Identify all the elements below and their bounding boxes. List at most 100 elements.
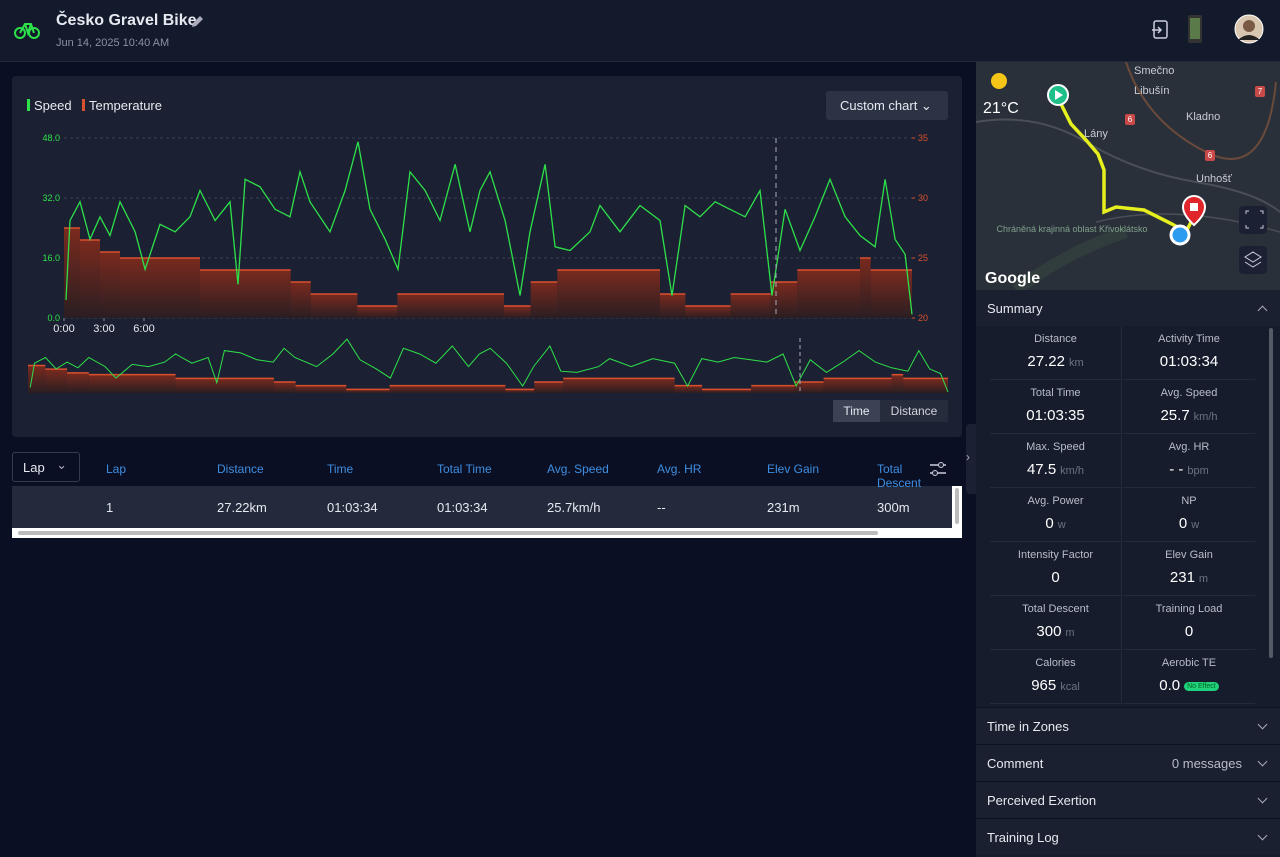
temperature-step [67, 373, 89, 393]
device-icon[interactable] [1186, 14, 1204, 44]
summary-value: 0 [1185, 623, 1193, 640]
summary-item: Aerobic TE0.0No Effect [1123, 650, 1255, 704]
section-header[interactable]: Perceived Exertion [976, 781, 1280, 818]
summary-label: Aerobic TE [1123, 657, 1255, 669]
summary-value: 47.5 [1027, 461, 1056, 478]
summary-item: NP0w [1123, 488, 1255, 542]
temperature-step [557, 270, 660, 318]
cell: 231m [767, 500, 800, 515]
column-settings[interactable] [928, 460, 948, 478]
summary-badge: No Effect [1184, 682, 1219, 691]
summary-unit: m [1199, 573, 1208, 585]
chevron [1258, 757, 1268, 767]
cell: 300m [877, 500, 910, 515]
legend-label: Temperature [89, 98, 162, 113]
temperature-step [436, 386, 505, 393]
activity-date: Jun 14, 2025 10:40 AM [56, 37, 169, 49]
summary-unit: km/h [1060, 465, 1084, 477]
cell: 27.22km [217, 500, 267, 515]
map-label: Libušín [1134, 85, 1169, 97]
temperature-step [200, 270, 291, 318]
summary-item: Avg. HR- -bpm [1123, 434, 1255, 488]
summary-label: Elev Gain [1123, 549, 1255, 561]
road-number: 7 [1258, 87, 1263, 96]
map-provider: Google [985, 270, 1040, 287]
summary-label: Training Load [1123, 603, 1255, 615]
summary-item: Activity Time01:03:34 [1123, 326, 1255, 380]
export-icon[interactable] [1150, 18, 1172, 42]
summary-value-row: 25.7km/h [1123, 407, 1255, 424]
column-header: Elev Gain [767, 462, 819, 476]
y2-tick-label: 20 [918, 313, 928, 323]
cell: 01:03:34 [327, 500, 378, 515]
y2-tick-label: 25 [918, 253, 928, 263]
v-scrollbar [952, 486, 962, 528]
summary-value-row: 27.22km [990, 353, 1121, 370]
road-number: 6 [1128, 115, 1133, 124]
summary-value: 965 [1031, 677, 1056, 694]
summary-label: Avg. Power [990, 495, 1121, 507]
x-tick-label: 3:00 [93, 323, 114, 335]
summary-item: Total Time01:03:35 [990, 380, 1122, 434]
temperature-step [45, 369, 67, 393]
y-tick-label: 48.0 [42, 133, 60, 143]
temperature-step [274, 382, 296, 393]
column-header: Distance [217, 462, 264, 476]
section-header[interactable]: Time in Zones [976, 707, 1280, 744]
temperature-step [675, 386, 702, 393]
temperature-step [89, 375, 176, 393]
temperature-step [871, 270, 912, 318]
temperature-step [357, 306, 397, 318]
section-header[interactable]: Comment0 messages [976, 744, 1280, 781]
summary-item: Avg. Speed25.7km/h [1123, 380, 1255, 434]
summary-item: Calories965kcal [990, 650, 1122, 704]
section-title: Training Log [987, 830, 1059, 845]
avatar[interactable] [1234, 14, 1264, 44]
column-header: Time [327, 462, 353, 476]
summary-value-row: 01:03:35 [990, 407, 1121, 424]
summary-label: Calories [990, 657, 1121, 669]
column-header: Avg. Speed [547, 462, 609, 476]
section-header[interactable]: Training Log [976, 818, 1280, 855]
temperature-step [311, 294, 358, 318]
y-tick-label: 32.0 [42, 193, 60, 203]
y-tick-label: 0.0 [47, 313, 60, 323]
y-tick-label: 16.0 [42, 253, 60, 263]
summary-label: Distance [990, 333, 1121, 345]
summary-unit: m [1065, 627, 1074, 639]
column-header: Total Descent [877, 462, 924, 490]
temperature-step [291, 282, 311, 318]
summary-value-row: 0w [990, 515, 1121, 532]
summary-item: Elev Gain231m [1123, 542, 1255, 596]
summary-item: Training Load 0 [1123, 596, 1255, 650]
edit-icon[interactable] [190, 15, 204, 29]
temperature-step [771, 282, 798, 318]
summary-unit: bpm [1187, 465, 1208, 477]
temperature-step [534, 382, 563, 393]
summary-value: 0 [1045, 515, 1053, 532]
summary-label: Avg. HR [1123, 441, 1255, 453]
map[interactable]: SmečnoLibušínKladnoLányUnhošťChráněná kr… [976, 62, 1280, 290]
map-label: Smečno [1134, 65, 1174, 77]
summary-value-row: 01:03:34 [1123, 353, 1255, 370]
summary-item: Avg. Power 0w [990, 488, 1122, 542]
summary-header[interactable]: Summary [976, 290, 1280, 326]
lap-table: Lap⌄ Lap1Distance27.22kmTime01:03:34Tota… [12, 452, 962, 538]
summary-value: 25.7 [1160, 407, 1189, 424]
summary-label: Max. Speed [990, 441, 1121, 453]
summary-item: Intensity Factor0 [990, 542, 1122, 596]
summary-value: 27.22 [1027, 353, 1065, 370]
temperature-step [751, 386, 794, 393]
temperature-step [504, 306, 531, 318]
section-detail: 0 messages [1172, 756, 1242, 771]
summary-value-row: 300m [990, 623, 1121, 640]
temperature-step [903, 378, 948, 393]
summary-value: 01:03:34 [1160, 353, 1218, 370]
temperature-step [100, 252, 120, 318]
summary-unit: w [1191, 519, 1199, 531]
summary-value-row: 47.5 km/h [990, 461, 1121, 478]
summary-label: NP [1123, 495, 1255, 507]
legend-swatch [82, 99, 85, 111]
summary-title: Summary [987, 301, 1043, 316]
